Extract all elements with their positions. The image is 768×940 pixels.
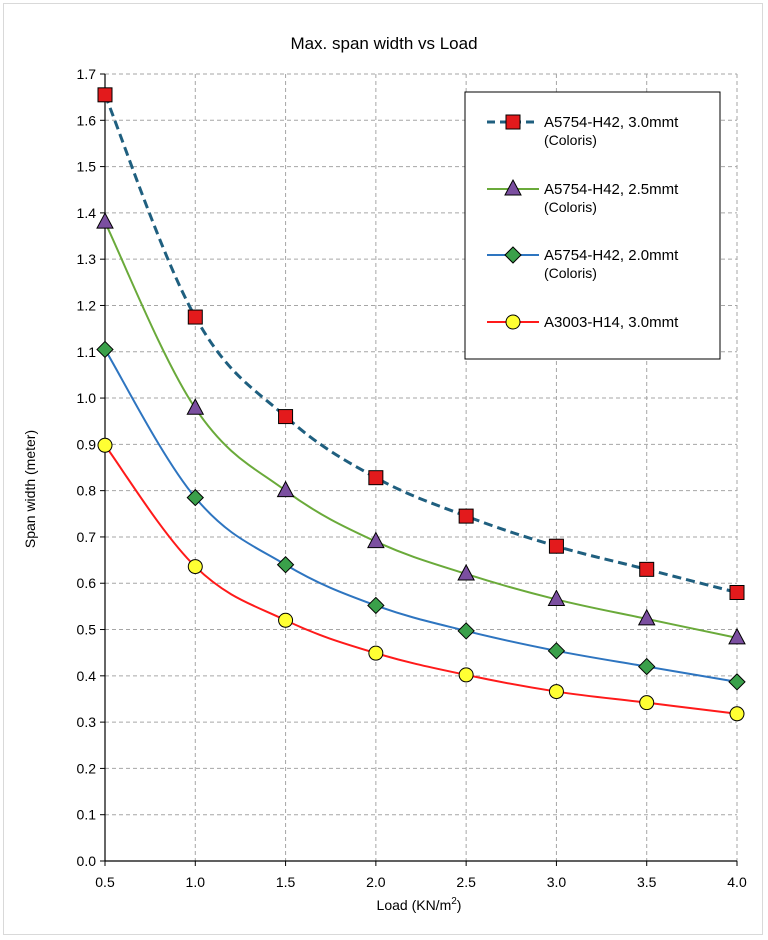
series-3-point [96,340,114,359]
chart-title: Max. span width vs Load [290,34,477,53]
series-4-point [458,667,474,683]
series-3-point [367,596,385,615]
series-3-point [457,622,475,640]
y-tick-label: 1.0 [77,390,97,406]
series-4-point [278,612,294,628]
chart-frame: Max. span width vs Load 0.0 0.1 0.2 0.3 0.4 0… [3,3,763,935]
y-tick-label: 0.3 [77,714,97,730]
series-1-point [187,309,203,325]
y-tick-label: 0.1 [77,807,97,823]
series-1-point [458,508,474,524]
y-tick-label: 1.7 [77,66,97,82]
y-tick-label: 0.8 [77,483,97,499]
series-4-point [187,559,203,575]
series-1-point [639,561,655,577]
y-tick-label: 0.6 [77,575,97,591]
series-3-point [186,488,204,507]
x-tick-label: 4.0 [727,874,747,890]
series-line-4 [104,444,738,715]
legend-sublabel-1: (Coloris) [544,132,597,148]
series-3-point [638,657,656,676]
series-3-point [728,673,746,691]
series-line-3 [104,348,738,683]
y-tick-label: 0.9 [77,436,97,452]
legend-label-3: A5754-H42, 2.0mmt [544,247,679,264]
series-2-point [367,531,385,549]
legend-box [464,91,721,360]
legend-label-2: A5754-H42, 2.5mmt [544,181,679,198]
y-tick-label: 1.4 [77,205,97,221]
series-4-point [729,706,745,722]
series-4-point [97,437,113,453]
y-tick-label: 1.6 [77,112,97,128]
y-tick-label: 1.5 [77,159,97,175]
series-4-point [639,695,655,711]
x-axis-label-main: Load (KN/m [377,897,452,913]
series-2-point [96,212,114,229]
y-tick-label: 0.7 [77,529,97,545]
legend-label-4: A3003-H14, 3.0mmt [544,314,679,331]
y-tick-label: 1.2 [77,297,97,313]
legend-marker-2 [504,178,522,196]
y-tick-label: 0.2 [77,760,97,776]
series-3-point [547,642,566,660]
x-tick-label: 3.5 [637,874,657,890]
series-2-point [186,398,205,415]
x-tick-label: 0.5 [95,874,115,890]
series-3-point [276,556,295,574]
legend: A5754-H42, 3.0mmt(Coloris)A5754-H42, 2.5… [464,91,721,360]
x-axis-label-end: ) [457,897,462,913]
series-markers [96,87,746,722]
legend-marker-1 [505,114,521,130]
series-2-point [547,589,566,606]
legend-label-1: A5754-H42, 3.0mmt [544,114,679,131]
series-1-point [729,584,745,600]
series-1-point [368,470,384,486]
series-1-point [278,409,294,425]
y-tick-label: 0.0 [77,853,97,869]
y-tick-label: 1.1 [77,344,97,360]
x-tick-label: 2.0 [366,874,386,890]
x-tick-label: 3.0 [547,874,567,890]
x-axis-label: Load (KN/m2) [377,896,462,913]
series-2-point [728,627,746,645]
series-4-point [548,684,564,700]
y-tick-label: 0.4 [77,668,97,684]
x-tick-label: 1.0 [186,874,206,890]
y-tick-label: 0.5 [77,622,97,638]
x-tick-label: 2.5 [456,874,476,890]
y-axis-label: Span width (meter) [22,430,38,548]
series-2-point [637,608,656,626]
series-2-point [276,480,295,498]
line-chart: Max. span width vs Load 0.00.10.20.30.40… [22,34,747,913]
series-2-point [457,563,475,581]
x-tick-label: 1.5 [276,874,296,890]
legend-sublabel-2: (Coloris) [544,199,597,215]
legend-marker-4 [505,314,521,330]
legend-sublabel-3: (Coloris) [544,265,597,281]
series-line-2 [104,221,738,639]
x-axis-label-superscript: 2 [451,896,457,907]
y-tick-labels: 0.0 0.1 0.2 0.3 0.4 0.5 0.6 0.7 0.8 0.9 1.0 1.1 1.2 1… [77,66,97,869]
legend-marker-3 [504,246,522,264]
series-4-point [368,645,384,661]
series-1-point [548,538,564,554]
series-1-point [97,87,113,103]
axes [100,73,738,866]
y-tick-label: 1.3 [77,251,97,267]
x-tick-labels: 0.5 1.0 1.5 2.0 2.5 3.0 3.5 4.0 [95,874,747,890]
